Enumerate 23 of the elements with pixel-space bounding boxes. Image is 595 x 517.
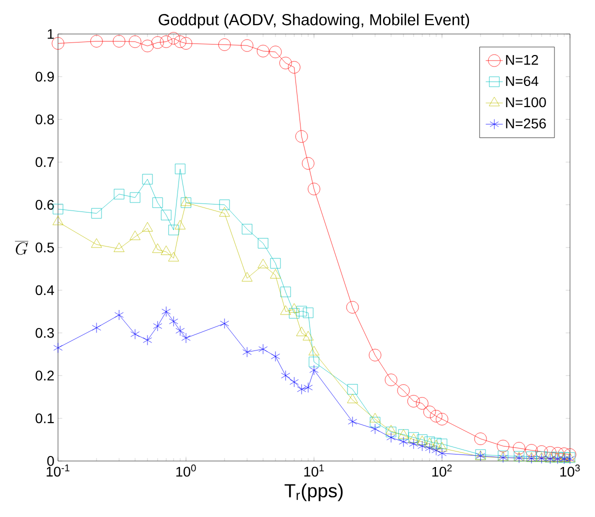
x-tick-label: 10$^{1}$ bbox=[304, 464, 324, 477]
y-tick-label: 1 bbox=[48, 29, 54, 39]
legend-label: N=256 bbox=[506, 118, 546, 128]
y-tick-label: 0.2 bbox=[36, 370, 54, 381]
y-tick-label: 0 bbox=[47, 456, 54, 466]
y-tick-label: 0.1 bbox=[36, 413, 54, 424]
x-tick-label: 10$^{3}$ bbox=[560, 464, 580, 477]
chart-title: Goddput (AODV, Shadowing, Mobilel Event) bbox=[158, 14, 470, 28]
y-tick-label: 0.8 bbox=[36, 114, 54, 124]
y-tick-label: 0.3 bbox=[36, 328, 54, 338]
y-tick-label: 0.7 bbox=[36, 157, 54, 168]
x-axis-title: T$_{r}$(pps) bbox=[284, 484, 343, 502]
y-tick-label: 0.4 bbox=[36, 285, 54, 296]
x-tick-label: 10$^{0}$ bbox=[176, 464, 196, 477]
legend-label: N=100 bbox=[506, 97, 546, 108]
y-axis-title: $\overline{G}$ bbox=[14, 241, 28, 255]
y-tick-label: 0.5 bbox=[36, 242, 54, 252]
legend-label: N=64 bbox=[506, 76, 538, 86]
legend-label: N=12 bbox=[506, 54, 538, 65]
y-tick-label: 0.6 bbox=[36, 200, 54, 210]
x-tick-label: 10$^{-1}$ bbox=[46, 464, 70, 477]
x-tick-label: 10$^{2}$ bbox=[432, 464, 452, 477]
y-tick-label: 0.9 bbox=[36, 72, 54, 82]
